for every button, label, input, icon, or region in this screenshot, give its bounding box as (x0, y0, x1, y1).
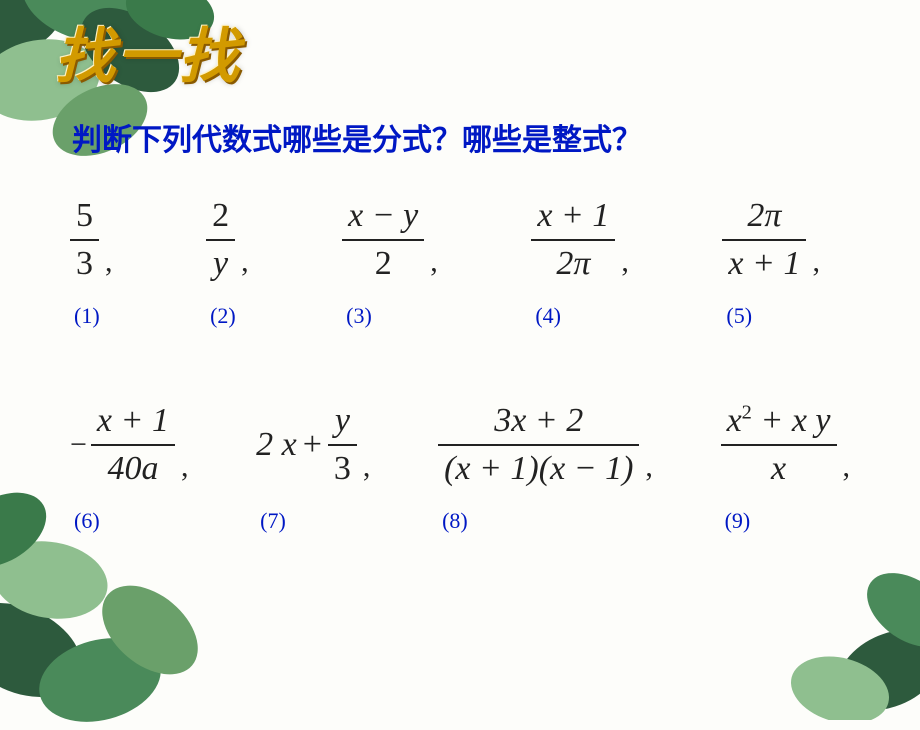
expr-item-2: 2 y , (2) (206, 195, 249, 329)
label-9: (9) (721, 508, 751, 534)
minus-sign: − (70, 428, 87, 462)
fraction-6: x + 1 40a (91, 400, 175, 491)
label-7: (7) (256, 508, 286, 534)
label-2: (2) (206, 303, 236, 329)
fraction-4: x + 1 2π (531, 195, 615, 286)
comma: , (241, 245, 249, 285)
fraction-5: 2π x + 1 (722, 195, 806, 286)
plus-sign: + (303, 426, 322, 464)
fraction-1: 5 3 (70, 195, 99, 286)
comma: , (430, 245, 438, 285)
fraction-8: 3x + 2 (x + 1)(x − 1) (438, 400, 639, 491)
comma: , (645, 450, 653, 490)
label-5: (5) (722, 303, 752, 329)
fraction-9: x2 + x y x (721, 400, 837, 491)
fraction-7: y 3 (328, 400, 357, 491)
expression-row-2: − x + 1 40a , (6) 2 x + y 3 , (7) 3x + 2 (70, 400, 880, 534)
question-text: 判断下列代数式哪些是分式？哪些是整式？ (72, 115, 642, 159)
expr-item-5: 2π x + 1 , (5) (722, 195, 820, 329)
expression-row-1: 5 3 , (1) 2 y , (2) x − y 2 , (70, 195, 880, 329)
fraction-2: 2 y (206, 195, 235, 286)
leaves-bottom-right (750, 520, 920, 720)
expr-item-3: x − y 2 , (3) (342, 195, 438, 329)
expr-item-7: 2 x + y 3 , (7) (256, 400, 370, 534)
label-1: (1) (70, 303, 100, 329)
expr-item-6: − x + 1 40a , (6) (70, 400, 188, 534)
comma: , (843, 450, 851, 490)
comma: , (812, 245, 820, 285)
label-6: (6) (70, 508, 100, 534)
label-4: (4) (531, 303, 561, 329)
comma: , (181, 450, 189, 490)
comma: , (363, 450, 371, 490)
slide-title: 找一找 (55, 8, 241, 95)
comma: , (621, 245, 629, 285)
expr-item-8: 3x + 2 (x + 1)(x − 1) , (8) (438, 400, 653, 534)
label-8: (8) (438, 508, 468, 534)
expr-item-1: 5 3 , (1) (70, 195, 113, 329)
expr-item-4: x + 1 2π , (4) (531, 195, 629, 329)
expr-item-9: x2 + x y x , (9) (721, 400, 850, 534)
comma: , (105, 245, 113, 285)
label-3: (3) (342, 303, 372, 329)
lead-term-7: 2 x (256, 426, 297, 464)
fraction-3: x − y 2 (342, 195, 424, 286)
